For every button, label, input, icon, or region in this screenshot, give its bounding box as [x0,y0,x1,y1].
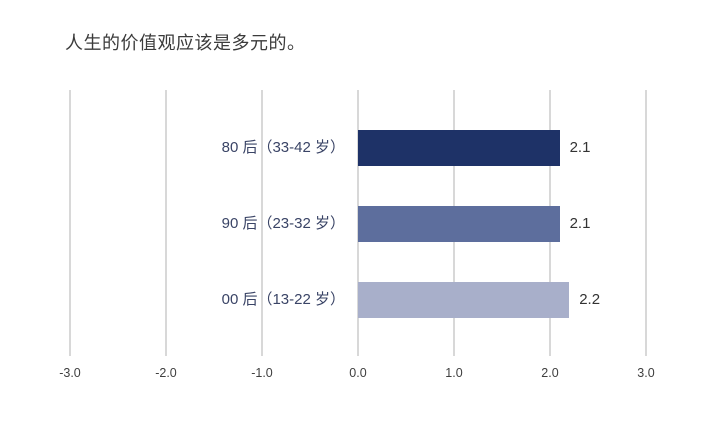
x-tick-label: 1.0 [445,366,463,380]
category-label: 80 后（33-42 岁） [221,139,345,156]
x-tick-label: 0.0 [349,366,367,380]
value-label: 2.2 [579,291,601,308]
chart-title: 人生的价值观应该是多元的。 [65,33,306,53]
x-tick-label: -3.0 [59,366,81,380]
category-label: 00 后（13-22 岁） [221,291,345,308]
bar-row: 90 后（23-32 岁） 2.1 [70,206,646,242]
x-tick-label: -1.0 [251,366,273,380]
plot-area: 80 后（33-42 岁） 2.1 90 后（23-32 岁） 2.1 00 后（13-… [59,90,655,380]
bar-row: 00 后（13-22 岁） 2.2 [70,282,646,318]
value-label: 2.1 [569,215,591,232]
bar-row: 80 后（33-42 岁） 2.1 [70,130,646,166]
gridline [69,90,71,356]
bar [358,130,560,166]
bar [358,282,570,318]
gridline [645,90,647,356]
x-tick-label: -2.0 [155,366,177,380]
x-tick-label: 3.0 [637,366,655,380]
x-tick-label: 2.0 [541,366,559,380]
value-label: 2.1 [569,139,591,156]
bar [358,206,560,242]
category-label: 90 后（23-32 岁） [221,215,345,232]
gridline [261,90,263,356]
gridline [165,90,167,356]
